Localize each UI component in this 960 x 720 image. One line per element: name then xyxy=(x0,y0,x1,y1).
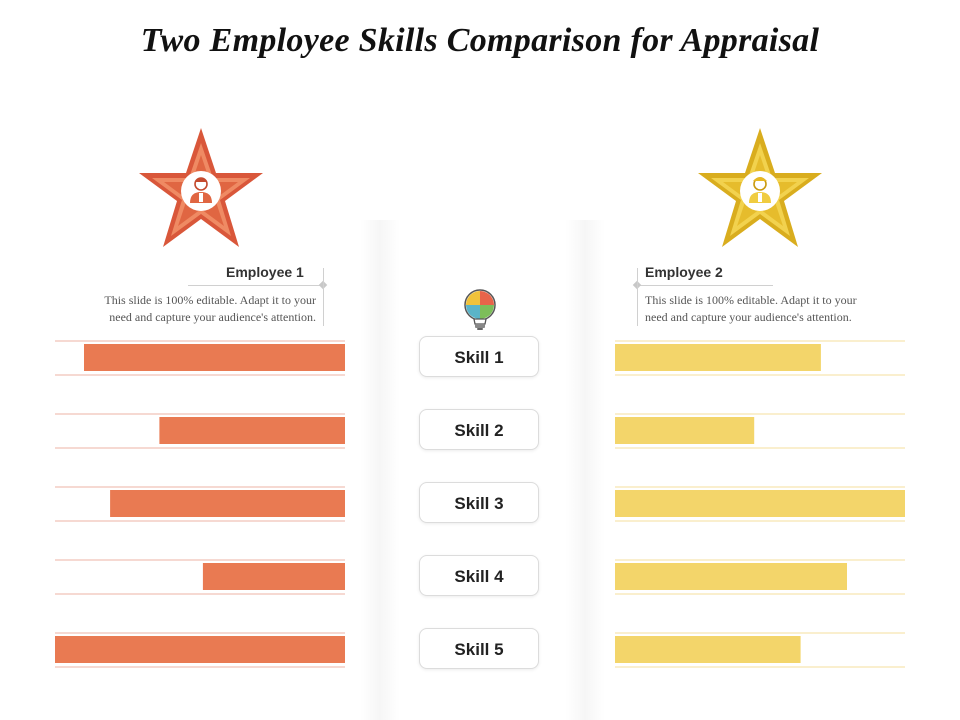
bar-employee-1-skill-4 xyxy=(202,563,345,590)
column-shadow-right xyxy=(565,220,605,720)
page-title: Two Employee Skills Comparison for Appra… xyxy=(140,22,820,59)
person-icon xyxy=(749,177,771,203)
employee-2-description: This slide is 100% editable. Adapt it to… xyxy=(645,292,905,326)
bar-employee-1-skill-3 xyxy=(110,490,345,517)
employee-2-vline xyxy=(637,268,638,326)
employee-1-vline xyxy=(323,268,324,326)
person-icon xyxy=(190,177,212,203)
skill-label-3: Skill 3 xyxy=(419,482,539,523)
puzzle-lightbulb-icon xyxy=(464,289,496,330)
skill-label-5: Skill 5 xyxy=(419,628,539,669)
bar-employee-1-skill-5 xyxy=(55,636,345,663)
employee-1-star-icon xyxy=(139,128,263,247)
skill-label-4: Skill 4 xyxy=(419,555,539,596)
employee-2-description-line2: need and capture your audience's attenti… xyxy=(645,310,852,324)
employee-2-divider xyxy=(637,285,773,286)
employee-1-description-line2: need and capture your audience's attenti… xyxy=(109,310,316,324)
employee-2-description-line1: This slide is 100% editable. Adapt it to… xyxy=(645,293,857,307)
bar-employee-2-skill-1 xyxy=(615,344,821,371)
employee-2-name: Employee 2 xyxy=(645,264,723,280)
skill-label-2: Skill 2 xyxy=(419,409,539,450)
bar-employee-2-skill-2 xyxy=(615,417,755,444)
bar-employee-2-skill-5 xyxy=(615,636,801,663)
employee-1-name: Employee 1 xyxy=(226,264,304,280)
employee-2-star-icon xyxy=(698,128,822,247)
bar-employee-2-skill-4 xyxy=(615,563,847,590)
bar-employee-1-skill-1 xyxy=(84,344,345,371)
bar-employee-1-skill-2 xyxy=(159,417,345,444)
employee-1-description: This slide is 100% editable. Adapt it to… xyxy=(60,292,316,326)
employee-1-divider xyxy=(188,285,324,286)
bar-employee-2-skill-3 xyxy=(615,490,905,517)
employee-1-description-line1: This slide is 100% editable. Adapt it to… xyxy=(104,293,316,307)
column-shadow-left xyxy=(360,220,400,720)
skill-label-1: Skill 1 xyxy=(419,336,539,377)
